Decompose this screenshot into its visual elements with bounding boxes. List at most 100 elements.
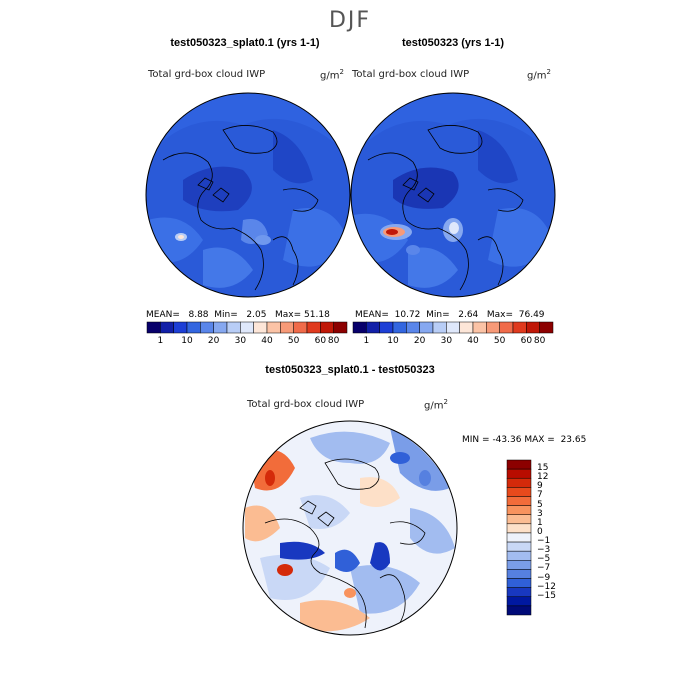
diff-colorbar-swatch bbox=[506, 468, 532, 479]
panel-2-colorbar-swatch bbox=[512, 321, 527, 334]
diff-colorbar-tick-label: −15 bbox=[537, 590, 556, 601]
diff-colorbar-tick-label: −9 bbox=[537, 572, 551, 583]
diff-colorbar-swatch bbox=[506, 596, 532, 607]
panel-2-colorbar-swatch bbox=[352, 321, 367, 334]
panel-1-colorbar-swatch bbox=[293, 321, 308, 334]
panel-2-colorbar-swatch bbox=[446, 321, 460, 334]
diff-colorbar-swatch bbox=[506, 505, 532, 515]
panel-1-colorbar-tick-label: 50 bbox=[287, 336, 300, 346]
panel-1-units: g/m2 bbox=[320, 68, 344, 82]
panel-1-colorbar-tick-label: 40 bbox=[261, 336, 273, 346]
diff-colorbar-tick-label: 12 bbox=[537, 472, 549, 483]
diff-colorbar-tick-label: −3 bbox=[537, 545, 551, 556]
panel-1-colorbar-tick-label: 20 bbox=[207, 336, 220, 346]
diff-panel-title: test050323_splat0.1 - test050323 bbox=[265, 364, 435, 376]
diff-colorbar-tick-label: −5 bbox=[537, 554, 551, 565]
panel-2-colorbar-tick-label: 80 bbox=[533, 336, 546, 346]
panel-2-colorbar-swatch bbox=[539, 321, 554, 334]
diff-colorbar-swatch bbox=[506, 514, 532, 525]
diff-panel-max: 23.65 bbox=[560, 435, 587, 445]
panel-1-colorbar-swatch bbox=[186, 321, 201, 334]
panel-1-colorbar-swatch bbox=[146, 321, 161, 334]
diff-panel-polar-map bbox=[242, 420, 458, 636]
diff-colorbar-tick-label: 3 bbox=[537, 508, 543, 519]
panel-2-colorbar-tick-label: 60 bbox=[520, 336, 533, 346]
panel-1-title: test050323_splat0.1 (yrs 1-1) bbox=[170, 37, 320, 49]
panel-1-mean: 8.88 bbox=[188, 310, 209, 320]
panel-1-colorbar-tick-label: 80 bbox=[327, 336, 340, 346]
page-title: DJF bbox=[328, 8, 372, 33]
panel-1-colorbar-swatch bbox=[160, 321, 174, 334]
diff-panel-variable-label: Total grd-box cloud IWP bbox=[247, 399, 365, 410]
panel-2-title: test050323 (yrs 1-1) bbox=[401, 37, 505, 49]
diff-colorbar-tick-label: 1 bbox=[537, 517, 543, 528]
diff-colorbar-tick-label: −12 bbox=[537, 581, 556, 592]
panel-1-colorbar-tick-label: 1 bbox=[157, 336, 164, 346]
panel-2-colorbar-tick-label: 10 bbox=[387, 336, 399, 346]
panel-1-min: 2.05 bbox=[246, 310, 267, 320]
diff-colorbar-swatch bbox=[506, 532, 532, 543]
panel-1-colorbar-swatch bbox=[240, 321, 254, 334]
diff-colorbar-tick-label: 0 bbox=[537, 526, 543, 537]
panel-1-max: 51.18 bbox=[304, 310, 330, 320]
panel-2-colorbar-tick-label: 30 bbox=[440, 336, 453, 346]
panel-1-colorbar-swatch bbox=[200, 321, 214, 334]
diff-colorbar bbox=[506, 459, 532, 616]
diff-colorbar-swatch bbox=[506, 587, 532, 598]
diff-colorbar-tick-label: 7 bbox=[537, 490, 543, 501]
diff-colorbar-swatch bbox=[506, 578, 532, 588]
panel-2-max: 76.49 bbox=[518, 310, 545, 320]
panel-2-mean: 10.72 bbox=[394, 310, 421, 320]
diff-colorbar-swatch bbox=[506, 496, 532, 506]
panel-1-stats: MEAN= 8.88 Min= 2.05 Max= 51.18 bbox=[146, 310, 330, 320]
panel-1-colorbar-tick-label: 60 bbox=[314, 336, 327, 346]
diff-panel-units: g/m2 bbox=[424, 398, 448, 412]
panel-1-colorbar-swatch bbox=[280, 321, 294, 334]
diff-colorbar-tick-label: −1 bbox=[537, 536, 551, 547]
diff-colorbar-tick-label: 15 bbox=[537, 463, 549, 474]
panel-1-colorbar-swatch bbox=[253, 321, 268, 334]
panel-2-colorbar-swatch bbox=[526, 321, 540, 334]
panel-1-colorbar-swatch bbox=[226, 321, 241, 334]
panel-2-stats: MEAN= 10.72 Min= 2.64 Max= 76.49 bbox=[355, 310, 545, 320]
diff-colorbar-swatch bbox=[506, 550, 532, 561]
panel-2-colorbar-tick-label: 20 bbox=[413, 336, 426, 346]
panel-1-colorbar-swatch bbox=[213, 321, 228, 334]
diff-colorbar-swatch bbox=[506, 459, 532, 470]
panel-1-colorbar bbox=[146, 321, 348, 334]
diff-colorbar-swatch bbox=[506, 569, 532, 579]
panel-2-units: g/m2 bbox=[527, 68, 551, 82]
panel-2-colorbar-swatch bbox=[366, 321, 380, 334]
panel-2-colorbar-swatch bbox=[392, 321, 407, 334]
diff-colorbar-swatch bbox=[506, 560, 532, 570]
diff-colorbar-tick-label: −7 bbox=[537, 563, 551, 574]
diff-panel-stats: MIN = -43.36 MAX = 23.65 bbox=[462, 435, 587, 445]
panel-2-colorbar-tick-label: 50 bbox=[493, 336, 506, 346]
panel-2-polar-map bbox=[350, 92, 556, 298]
panel-1-colorbar-swatch bbox=[266, 321, 281, 334]
diff-colorbar-tick-label: 9 bbox=[537, 481, 543, 492]
panel-2-colorbar-swatch bbox=[459, 321, 474, 334]
panel-1-colorbar-swatch bbox=[173, 321, 188, 334]
diff-colorbar-swatch bbox=[506, 605, 532, 616]
panel-1-colorbar-swatch bbox=[333, 321, 348, 334]
panel-2-colorbar-swatch bbox=[472, 321, 487, 334]
diff-colorbar-tick-label: 5 bbox=[537, 499, 543, 510]
panel-1-polar-map bbox=[145, 92, 351, 298]
panel-1-colorbar-tick-label: 30 bbox=[234, 336, 247, 346]
diff-colorbar-swatch bbox=[506, 487, 532, 497]
panel-1-colorbar-swatch bbox=[306, 321, 321, 334]
panel-2-colorbar-tick-label: 1 bbox=[363, 336, 370, 346]
panel-2-colorbar-tick-label: 40 bbox=[467, 336, 479, 346]
panel-2-colorbar-swatch bbox=[499, 321, 514, 334]
panel-1-colorbar-tick-label: 10 bbox=[181, 336, 193, 346]
panel-2-colorbar-swatch bbox=[406, 321, 420, 334]
panel-2-colorbar-swatch bbox=[379, 321, 394, 334]
panel-2-colorbar-swatch bbox=[419, 321, 434, 334]
diff-panel-min: -43.36 bbox=[492, 435, 522, 445]
panel-2-colorbar-swatch bbox=[486, 321, 500, 334]
panel-2-colorbar bbox=[352, 321, 554, 334]
panel-1-colorbar-swatch bbox=[320, 321, 334, 334]
panel-2-variable-label: Total grd-box cloud IWP bbox=[352, 69, 470, 80]
panel-1-variable-label: Total grd-box cloud IWP bbox=[148, 69, 266, 80]
